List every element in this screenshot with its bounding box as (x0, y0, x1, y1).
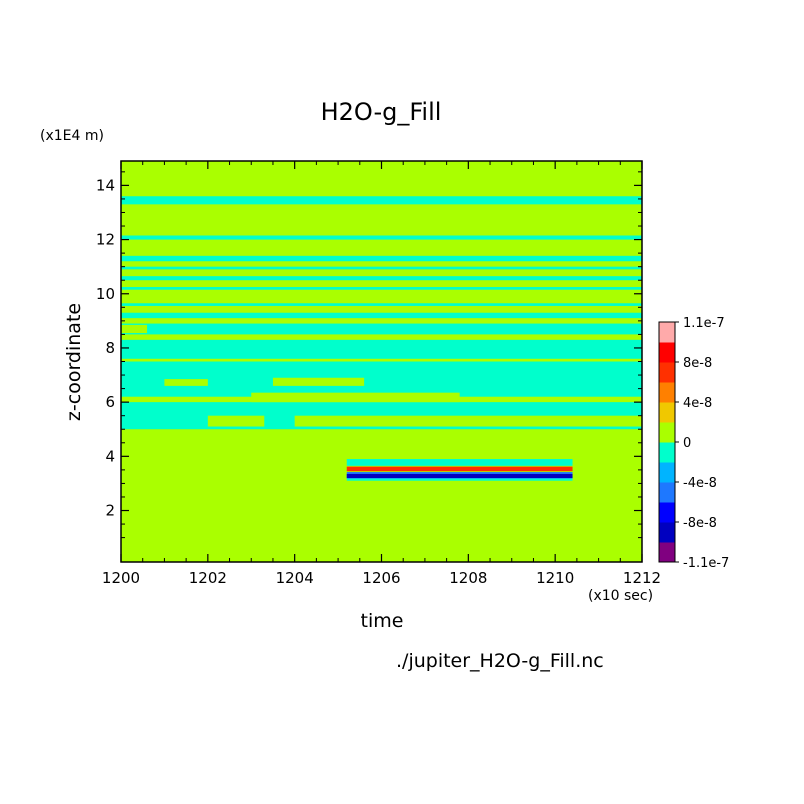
colorbar-label: 0 (683, 436, 691, 451)
heatmap-band (121, 266, 642, 270)
y-tick-label: 8 (105, 339, 115, 357)
heatmap-band (121, 339, 642, 359)
y-tick-label: 12 (96, 231, 115, 249)
colorbar-swatch (659, 402, 675, 423)
heatmap-anomaly (346, 466, 573, 472)
heatmap-band (121, 303, 642, 306)
heatmap-band (121, 276, 642, 281)
colorbar-swatch (659, 462, 675, 483)
heatmap-band (121, 323, 642, 335)
x-tick-label: 1208 (449, 569, 487, 587)
x-tick-label: 1204 (276, 569, 314, 587)
colorbar-swatch (659, 442, 675, 463)
colorbar-swatch (659, 502, 675, 523)
y-axis-label: z-coordinate (63, 302, 85, 422)
heatmap-patch (294, 415, 642, 427)
heatmap-anomaly (346, 459, 573, 466)
colorbar-swatch (659, 362, 675, 383)
colorbar-label: -4e-8 (683, 476, 717, 491)
colorbar-swatch (659, 342, 675, 363)
heatmap-anomaly (346, 473, 573, 479)
heatmap-patch (207, 415, 265, 427)
heatmap-patch (251, 392, 460, 403)
heatmap-band (121, 255, 642, 262)
x-axis-label: time (360, 610, 404, 632)
heatmap-patch (164, 379, 208, 386)
chart-title: H2O-g_Fill (320, 98, 442, 126)
y-tick-label: 2 (105, 502, 115, 520)
y-tick-label: 10 (96, 285, 115, 303)
heatmap-band (121, 196, 642, 205)
x-axis-unit: (x10 sec) (588, 588, 654, 604)
colorbar-label: 8e-8 (683, 356, 712, 371)
x-tick-label: 1202 (189, 569, 227, 587)
x-tick-label: 1210 (536, 569, 574, 587)
colorbar-swatch (659, 522, 675, 543)
heatmap-patch (272, 377, 365, 386)
colorbar-swatch (659, 382, 675, 403)
colorbar-swatch (659, 542, 675, 563)
heatmap-patch (121, 324, 148, 334)
colorbar-label: -8e-8 (683, 516, 717, 531)
heatmap-band (121, 235, 642, 240)
y-tick-label: 4 (105, 447, 115, 465)
colorbar-label: 1.1e-7 (683, 316, 725, 331)
y-tick-label: 6 (105, 393, 115, 411)
colorbar-swatch (659, 322, 675, 343)
colorbar-label: 4e-8 (683, 396, 712, 411)
y-tick-label: 14 (96, 176, 115, 194)
x-tick-label: 1212 (623, 569, 661, 587)
x-tick-label: 1206 (362, 569, 400, 587)
heatmap-band (121, 312, 642, 319)
colorbar-label: -1.1e-7 (683, 556, 729, 571)
colorbar-swatch (659, 482, 675, 503)
colorbar-swatch (659, 422, 675, 443)
file-name: ./jupiter_H2O-g_Fill.nc (396, 650, 604, 672)
heatmap-band (121, 286, 642, 290)
x-tick-label: 1200 (102, 569, 140, 587)
y-axis-unit: (x1E4 m) (40, 128, 104, 144)
